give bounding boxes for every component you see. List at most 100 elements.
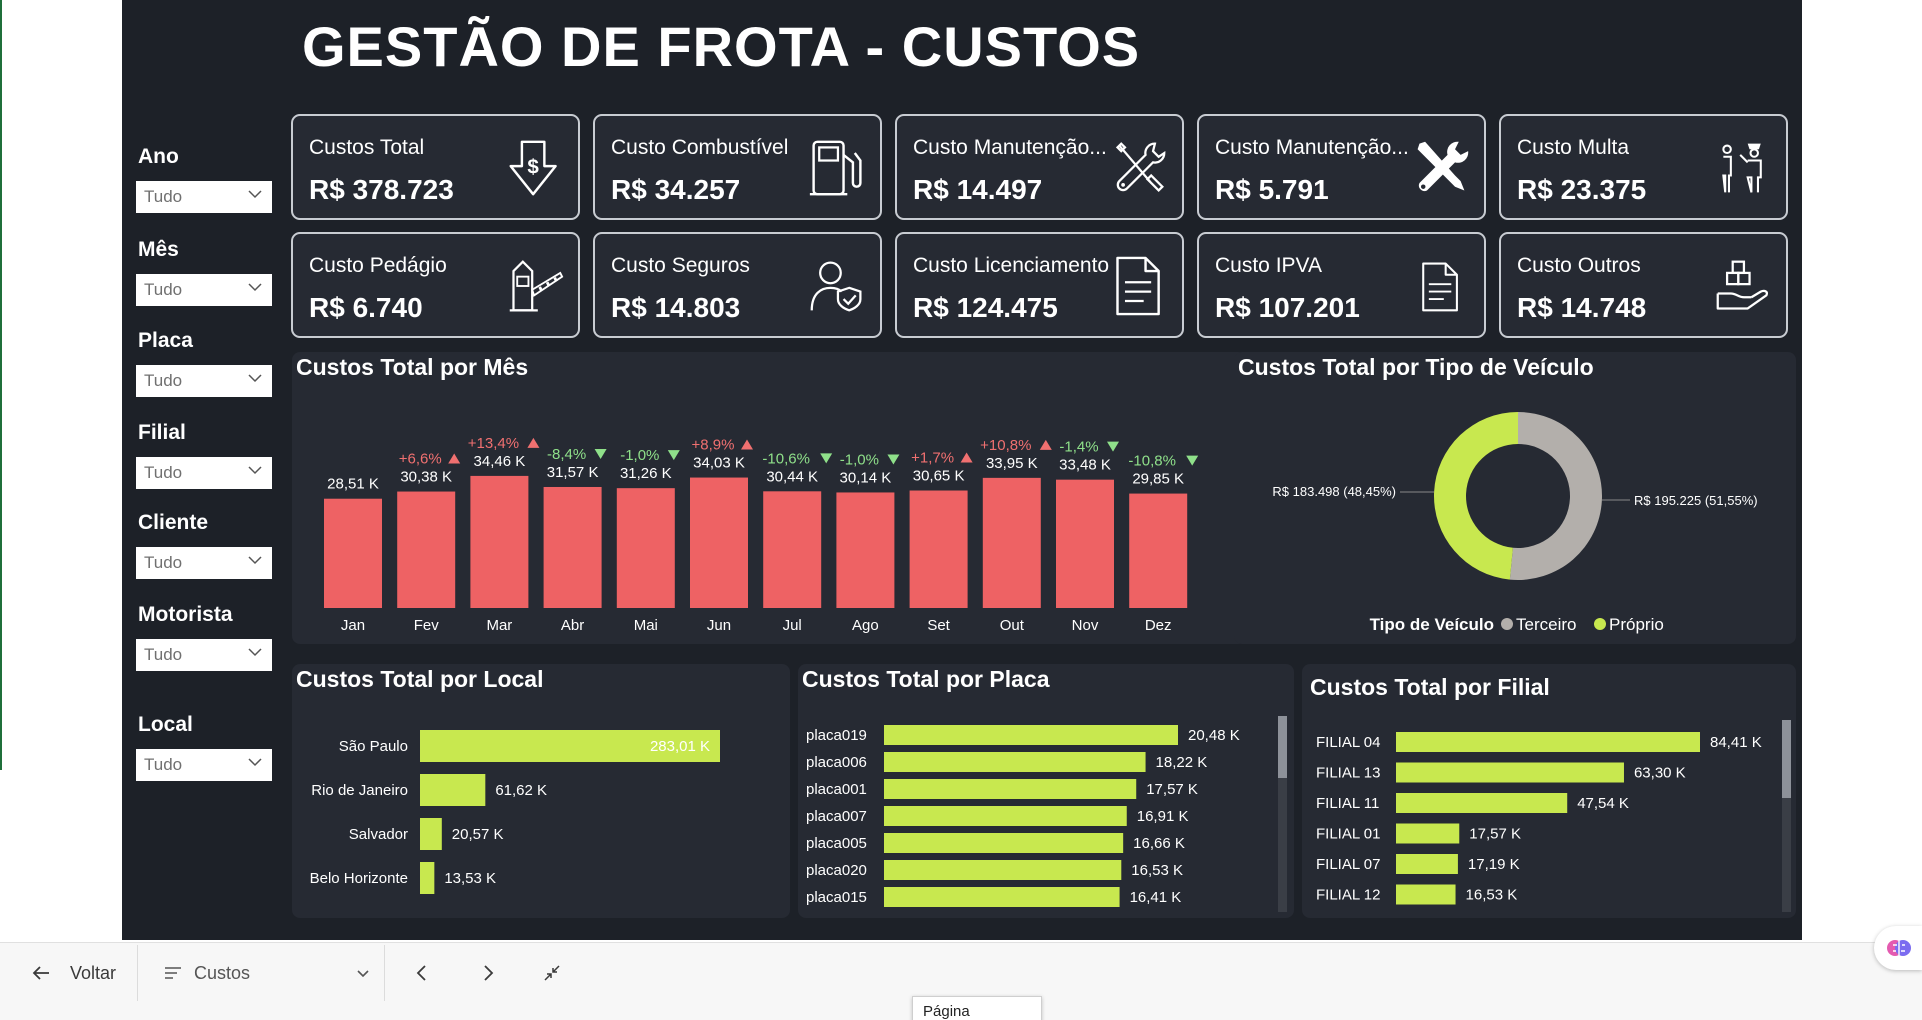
filter-dropdown-filial[interactable]: Tudo [136, 457, 272, 489]
bar-fev[interactable] [397, 491, 456, 608]
bar-belo-horizonte[interactable] [420, 862, 435, 894]
filter-label-m-s: Mês [138, 238, 179, 261]
kpi-value: R$ 6.740 [309, 292, 423, 323]
kpi-label: Custo Manutenção... [1215, 136, 1409, 159]
triangle-up-icon [448, 453, 461, 464]
bar-placa001[interactable] [884, 779, 1137, 799]
assistant-button[interactable] [1874, 926, 1922, 970]
chevron-down-icon [248, 283, 262, 292]
filter-dropdown-placa[interactable]: Tudo [136, 365, 272, 397]
chevron-down-icon [248, 648, 262, 657]
bar-filial-13[interactable] [1396, 762, 1624, 783]
bar-placa020[interactable] [884, 860, 1122, 880]
bar-ago[interactable] [836, 492, 895, 608]
bar-out[interactable] [982, 477, 1041, 608]
branch-cost-chart-panel: Custos Total por Filial FILIAL 04 84,41 K… [1302, 664, 1796, 918]
chevron-down-icon [248, 556, 262, 565]
triangle-up-icon [960, 452, 973, 463]
filter-label-cliente: Cliente [138, 511, 209, 534]
wrench-screwdriver-outline-icon [1115, 142, 1166, 193]
bar-set[interactable] [909, 490, 968, 608]
page-title: GESTÃO DE FROTA - CUSTOS [302, 15, 1141, 78]
brain-icon [1887, 940, 1911, 956]
kpi-label: Custo Outros [1517, 254, 1641, 277]
bar-filial-04[interactable] [1396, 732, 1700, 752]
change-percent-label: -1,0% [840, 451, 879, 468]
bar-s-o-paulo[interactable] [420, 730, 720, 762]
legend-item-proprio[interactable]: Próprio [1609, 615, 1664, 634]
category-label: placa005 [806, 835, 867, 852]
bar-filial-11[interactable] [1396, 793, 1568, 813]
document-small-icon [1422, 262, 1458, 312]
kpi-value: R$ 23.375 [1517, 174, 1647, 205]
bar-jan[interactable] [324, 498, 382, 608]
x-tick-label: Mai [634, 617, 658, 634]
divider [137, 945, 138, 1001]
filter-value: Tudo [144, 755, 183, 774]
bar-value-label: 20,57 K [452, 826, 504, 843]
bar-jun[interactable] [690, 477, 748, 608]
filter-dropdown-cliente[interactable]: Tudo [136, 547, 272, 579]
bar-nov[interactable] [1056, 479, 1114, 608]
bar-rio-de-janeiro[interactable] [420, 774, 486, 806]
donut-slice-terceiro[interactable] [1509, 412, 1602, 580]
bar-mai[interactable] [616, 488, 675, 608]
category-label: placa015 [806, 889, 867, 906]
filter-dropdown-motorista[interactable]: Tudo [136, 639, 272, 671]
legend-item-terceiro[interactable]: Terceiro [1516, 615, 1576, 634]
x-tick-label: Fev [414, 617, 440, 634]
branch-chart-scroll-thumb[interactable] [1782, 720, 1791, 798]
back-button[interactable]: Voltar [30, 943, 116, 1003]
category-label: FILIAL 12 [1316, 887, 1380, 904]
bar-dez[interactable] [1129, 493, 1188, 608]
bar-value-label: 47,54 K [1577, 795, 1629, 812]
filter-dropdown-m-s[interactable]: Tudo [136, 274, 272, 306]
bar-jul[interactable] [763, 491, 822, 608]
plate-chart-scrollbar[interactable] [1278, 716, 1287, 912]
wrench-screwdriver-filled-icon [1417, 141, 1469, 191]
category-label: Belo Horizonte [310, 870, 408, 887]
bar-abr[interactable] [543, 486, 602, 608]
kpi-card-custos-total: Custos Total R$ 378.723 $ [291, 114, 580, 220]
bar-filial-01[interactable] [1396, 823, 1460, 844]
kpi-card-custo-seguros: Custo Seguros R$ 14.803 [593, 232, 882, 338]
local-cost-chart: São Paulo 283,01 K Rio de Janeiro 61,62 K Sa… [310, 730, 720, 894]
bar-placa015[interactable] [884, 887, 1120, 907]
triangle-up-icon [1039, 439, 1052, 450]
branch-chart-scrollbar[interactable] [1782, 720, 1791, 912]
next-page-button[interactable] [476, 943, 500, 1003]
filter-value: Tudo [144, 371, 183, 390]
bar-placa005[interactable] [884, 833, 1124, 853]
bar-mar[interactable] [470, 475, 529, 608]
donut-slice-pr-prio[interactable] [1434, 412, 1518, 580]
filter-dropdown-ano[interactable]: Tudo [136, 181, 272, 213]
bar-placa006[interactable] [884, 752, 1146, 772]
plate-cost-chart-title: Custos Total por Placa [802, 666, 1050, 692]
bar-filial-07[interactable] [1396, 854, 1458, 874]
change-percent-label: -10,6% [762, 450, 810, 467]
bar-value-label: 17,19 K [1468, 856, 1520, 873]
bar-placa007[interactable] [884, 806, 1127, 826]
filter-dropdown-local[interactable]: Tudo [136, 749, 272, 781]
bar-salvador[interactable] [420, 818, 442, 850]
kpi-card-custo-multa: Custo Multa R$ 23.375 [1499, 114, 1788, 220]
kpi-label: Custo Combustível [611, 136, 789, 159]
plate-chart-scroll-thumb[interactable] [1278, 716, 1287, 778]
collapse-button[interactable] [540, 943, 564, 1003]
category-label: Salvador [349, 826, 408, 843]
kpi-value: R$ 14.803 [611, 292, 741, 323]
triangle-down-icon [820, 453, 833, 464]
previous-page-button[interactable] [410, 943, 434, 1003]
bar-value-label: 33,95 K [986, 455, 1038, 472]
bar-filial-12[interactable] [1396, 884, 1456, 905]
change-percent-label: +1,7% [911, 450, 954, 467]
bar-value-label: 30,65 K [913, 468, 965, 485]
chevron-down-icon [248, 466, 262, 475]
triangle-down-icon [1186, 455, 1199, 466]
page-select[interactable]: Custos [164, 943, 370, 1003]
category-label: placa020 [806, 862, 867, 879]
next-page-tooltip: Página Seguinte [912, 996, 1042, 1020]
bar-placa019[interactable] [884, 725, 1178, 745]
toll-gate-icon [509, 260, 564, 312]
